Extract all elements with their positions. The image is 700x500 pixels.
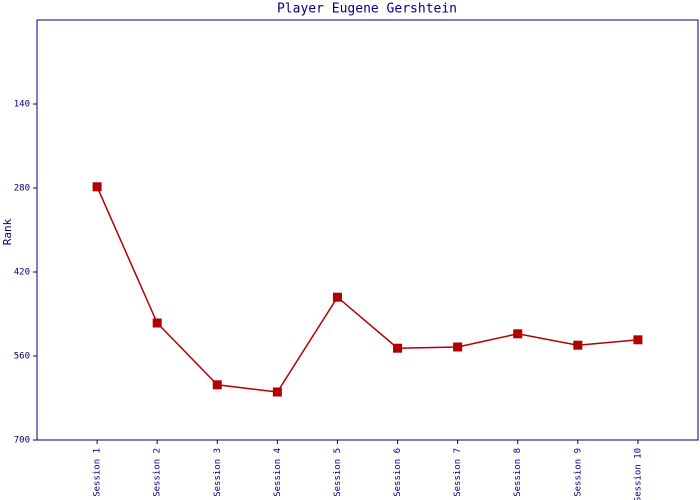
point-marker <box>272 387 282 397</box>
x-tick-label: Session 9 <box>573 448 583 497</box>
y-tick-label: 140 <box>14 100 30 110</box>
point-marker <box>513 329 523 339</box>
y-tick-label: 560 <box>14 352 30 362</box>
y-axis-label: Rank <box>1 218 14 245</box>
x-tick-label: Session 2 <box>153 448 163 497</box>
point-marker <box>633 335 643 345</box>
series-line <box>96 186 638 393</box>
x-tick-label: Session 7 <box>453 448 463 497</box>
point-marker <box>332 292 342 302</box>
point-marker <box>152 318 162 328</box>
x-tick-label: Session 5 <box>333 448 343 497</box>
y-tick-label: 420 <box>14 268 30 278</box>
point-marker <box>212 380 222 390</box>
x-tick-label: Session 1 <box>93 448 103 497</box>
y-tick-label: 700 <box>14 436 30 446</box>
x-tick-label: Session 8 <box>513 448 523 497</box>
x-tick-label: Session 10 <box>633 448 643 500</box>
x-tick-label: Session 6 <box>393 448 403 497</box>
y-tick-label: 280 <box>14 184 30 194</box>
plot-frame <box>36 19 699 441</box>
point-marker <box>393 343 403 353</box>
point-marker <box>92 182 102 192</box>
chart-title: Player Eugene Gershtein <box>277 2 457 17</box>
point-marker <box>573 340 583 350</box>
x-tick-label: Session 4 <box>273 448 283 497</box>
x-tick-label: Session 3 <box>213 448 223 497</box>
point-marker <box>453 342 463 352</box>
